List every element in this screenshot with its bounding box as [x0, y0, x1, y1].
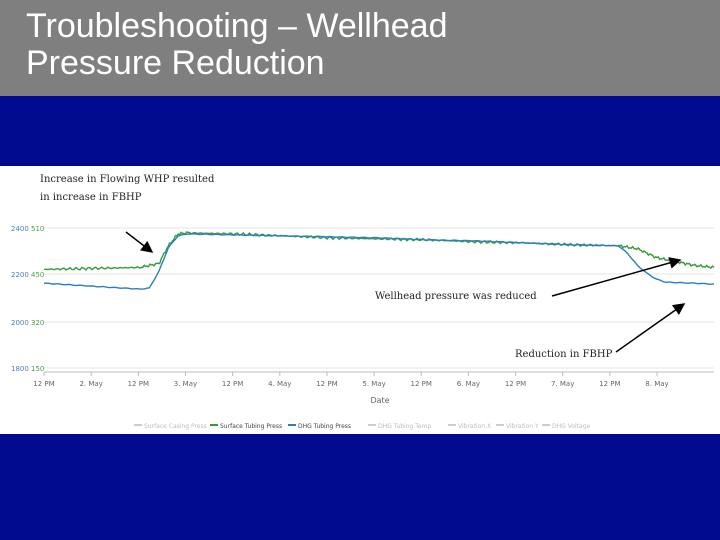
annotation-whp-increase-line2: in increase in FBHP	[40, 192, 142, 203]
annotation-whp-increase-line1: Increase in Flowing WHP resulted	[40, 174, 215, 185]
slide-header	[0, 0, 720, 96]
annotation-arrows	[125, 231, 686, 353]
pressure-chart: 2400 510 2200 450 2000 320 1800 150 12 PM 2. May…	[11, 225, 715, 430]
legend-item-label[interactable]: DHG Tubing Press	[298, 423, 351, 430]
y-right-tick-label: 320	[31, 319, 44, 327]
x-tick-label: 3. May	[174, 380, 197, 388]
legend-item-label[interactable]: Vibration X	[458, 423, 491, 430]
y-right-tick-label: 150	[31, 365, 44, 373]
legend-item-label[interactable]: DHG Tubing Temp	[378, 423, 431, 430]
x-tick-label: 12 PM	[33, 380, 54, 388]
legend-item-label[interactable]: DHG Voltage	[552, 423, 591, 430]
y-axis-ticks: 2400 510 2200 450 2000 320 1800 150	[11, 225, 44, 373]
slide-title: Troubleshooting – Wellhead Pressure Redu…	[26, 8, 706, 82]
series-lines	[43, 231, 715, 290]
annotation-whp-reduced: Wellhead pressure was reduced	[375, 291, 537, 302]
grid-lines	[44, 227, 714, 369]
x-tick-label: 5. May	[362, 380, 385, 388]
y-right-tick-label: 510	[31, 225, 44, 233]
y-right-tick-label: 450	[31, 271, 44, 279]
y-left-tick-label: 2000	[11, 319, 29, 327]
x-axis-label: Date	[370, 396, 389, 405]
annotation-fbhp-reduction: Reduction in FBHP	[515, 349, 613, 360]
y-left-tick-label: 2200	[11, 271, 29, 279]
x-tick-label: 4. May	[268, 380, 291, 388]
x-tick-label: 6. May	[457, 380, 480, 388]
series-line-dhg-tubing-press	[43, 233, 715, 290]
x-tick-label: 12 PM	[599, 380, 620, 388]
title-line-2: Pressure Reduction	[26, 44, 325, 82]
arrow-whp-reduced	[551, 257, 682, 297]
annotation-whp-increase: Increase in Flowing WHP resulted in incr…	[40, 171, 240, 207]
x-axis-ticks: 12 PM 2. May 12 PM 3. May 12 PM 4. May 12 PM 5.…	[33, 371, 714, 388]
legend-item-label[interactable]: Vibration Y	[506, 423, 539, 430]
legend-item-label[interactable]: Surface Casing Press	[144, 423, 207, 430]
arrow-whp-increase	[125, 231, 154, 253]
x-tick-label: 12 PM	[411, 380, 432, 388]
x-tick-label: 2. May	[79, 380, 102, 388]
x-tick-label: 7. May	[551, 380, 574, 388]
legend[interactable]: Surface Casing Press Surface Tubing Press…	[134, 423, 591, 430]
y-left-tick-label: 1800	[11, 365, 29, 373]
x-tick-label: 8. May	[645, 380, 668, 388]
legend-item-label[interactable]: Surface Tubing Press	[220, 423, 282, 430]
x-tick-label: 12 PM	[222, 380, 243, 388]
x-tick-label: 12 PM	[128, 380, 149, 388]
x-tick-label: 12 PM	[316, 380, 337, 388]
title-line-1: Troubleshooting – Wellhead	[26, 7, 448, 45]
chart-panel: 2400 510 2200 450 2000 320 1800 150 12 PM 2. May…	[0, 166, 720, 434]
x-tick-label: 12 PM	[505, 380, 526, 388]
arrow-fbhp-reduction	[615, 303, 686, 353]
y-left-tick-label: 2400	[11, 225, 29, 233]
